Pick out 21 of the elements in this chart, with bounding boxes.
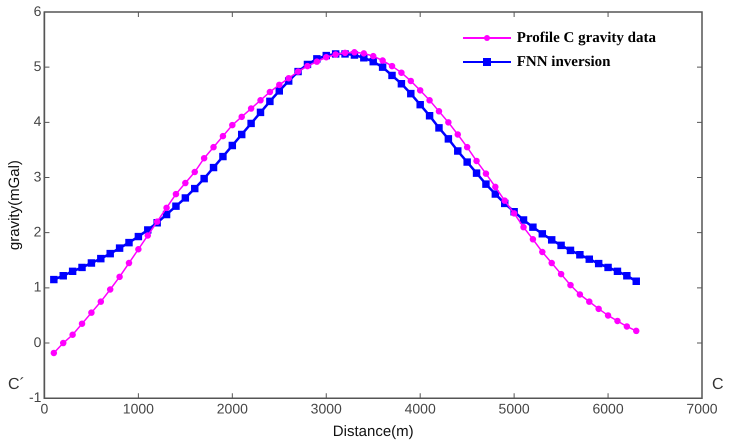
x-axis-title: Distance(m)	[332, 423, 414, 440]
legend-label: Profile C gravity data	[516, 30, 656, 46]
x-tick-label: 7000	[686, 400, 718, 416]
y-tick-label: 3	[34, 168, 42, 184]
x-tick-label: 5000	[498, 400, 530, 416]
x-tick-label: 2000	[216, 400, 248, 416]
text: C	[712, 376, 724, 394]
text: C´	[8, 376, 25, 394]
y-tick-label: 4	[34, 113, 42, 130]
y-tick-label: 1	[34, 278, 42, 295]
y-tick-label: 6	[34, 2, 42, 19]
y-tick-label: 5	[34, 58, 42, 74]
x-tick-label: 6000	[592, 400, 624, 416]
y-axis-title: gravity(mGal)	[6, 160, 24, 250]
y-tick-label: 0	[34, 334, 42, 350]
x-tick-label: 4000	[404, 400, 436, 416]
x-tick-label: 1000	[122, 400, 154, 416]
x-tick-label: 3000	[310, 400, 342, 416]
y-tick-label: 2	[34, 224, 42, 240]
legend-label: FNN inversion	[516, 54, 610, 70]
y-tick-label: -1	[28, 389, 42, 406]
